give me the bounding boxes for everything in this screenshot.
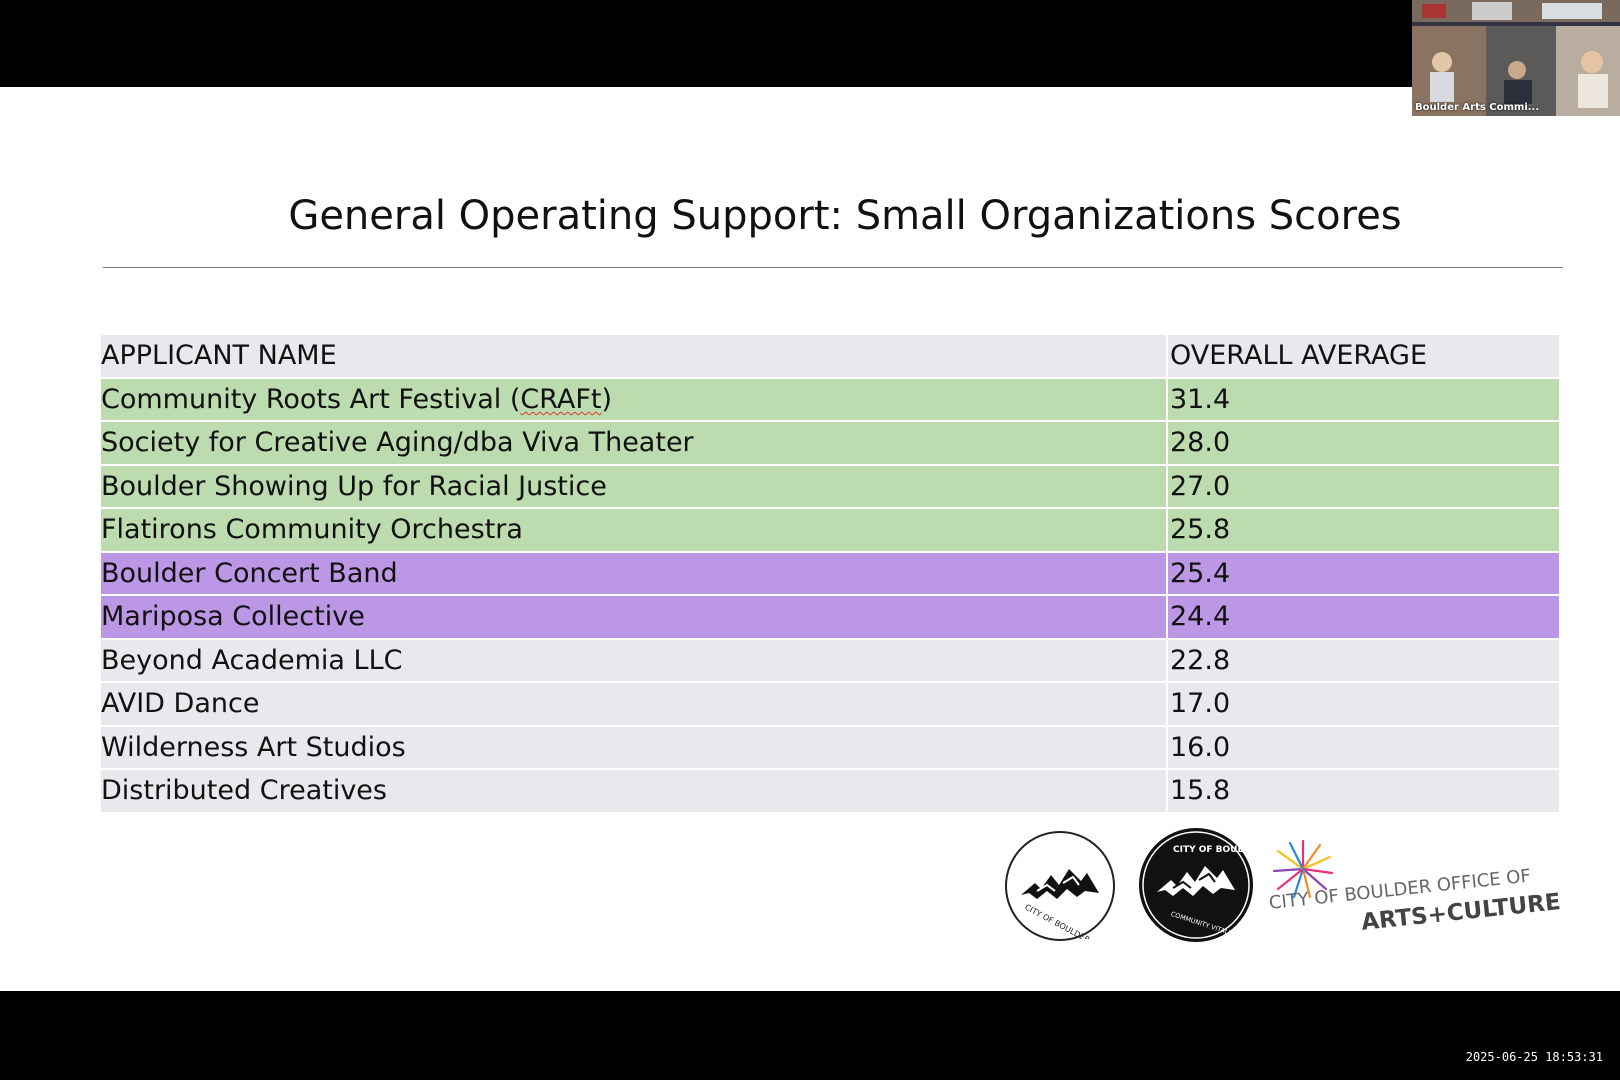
slide-title: General Operating Support: Small Organiz… bbox=[288, 193, 1402, 239]
applicant-name: Community Roots Art Festival (CRAFt) bbox=[101, 377, 1168, 422]
table-row: Community Roots Art Festival (CRAFt) 31.… bbox=[101, 377, 1559, 422]
presentation-slide: General Operating Support: Small Organiz… bbox=[0, 87, 1620, 991]
svg-text:CITY OF BOULDER: CITY OF BOULDER bbox=[1023, 903, 1092, 939]
participant-video-thumbnail[interactable]: Boulder Arts Commi... bbox=[1412, 0, 1620, 116]
overall-average: 22.8 bbox=[1167, 638, 1559, 683]
title-divider bbox=[103, 267, 1563, 268]
applicant-name: Distributed Creatives bbox=[101, 769, 1168, 814]
table-row: Distributed Creatives 15.8 bbox=[101, 769, 1559, 814]
recording-timestamp: 2025-06-25 18:53:31 bbox=[1465, 1050, 1603, 1064]
applicant-name-text: Community Roots Art Festival ( bbox=[101, 383, 521, 415]
overall-average: 24.4 bbox=[1167, 595, 1559, 640]
video-participant-label: Boulder Arts Commi... bbox=[1415, 102, 1540, 113]
header-overall-average: OVERALL AVERAGE bbox=[1167, 335, 1559, 379]
table-row: Mariposa Collective 24.4 bbox=[101, 595, 1559, 640]
applicant-name-suffix: ) bbox=[601, 383, 613, 415]
applicant-name: Mariposa Collective bbox=[101, 595, 1168, 640]
spellcheck-flagged-word: CRAFt bbox=[520, 383, 602, 415]
applicant-name: AVID Dance bbox=[101, 682, 1168, 727]
table-row: Beyond Academia LLC 22.8 bbox=[101, 638, 1559, 683]
table-row: Flatirons Community Orchestra 25.8 bbox=[101, 508, 1559, 553]
applicant-name: Wilderness Art Studios bbox=[101, 725, 1168, 770]
table-header-row: APPLICANT NAME OVERALL AVERAGE bbox=[101, 335, 1559, 379]
applicant-name: Beyond Academia LLC bbox=[101, 638, 1168, 683]
applicant-name: Society for Creative Aging/dba Viva Thea… bbox=[101, 421, 1168, 466]
mountain-icon: CITY OF BOULDER bbox=[1021, 869, 1099, 945]
header-applicant-name: APPLICANT NAME bbox=[101, 335, 1168, 379]
overall-average: 17.0 bbox=[1167, 682, 1559, 727]
table-row: Wilderness Art Studios 16.0 bbox=[101, 725, 1559, 770]
overall-average: 25.4 bbox=[1167, 551, 1559, 596]
overall-average: 15.8 bbox=[1167, 769, 1559, 814]
table-row: Boulder Concert Band 25.4 bbox=[101, 551, 1559, 596]
svg-text:CITY OF BOULDER: CITY OF BOULDER bbox=[1173, 845, 1253, 855]
table-row: Society for Creative Aging/dba Viva Thea… bbox=[101, 421, 1559, 466]
starburst-icon bbox=[1272, 839, 1334, 899]
overall-average: 28.0 bbox=[1167, 421, 1559, 466]
applicant-name: Boulder Showing Up for Racial Justice bbox=[101, 464, 1168, 509]
scores-table: APPLICANT NAME OVERALL AVERAGE Community… bbox=[101, 335, 1559, 814]
applicant-name: Boulder Concert Band bbox=[101, 551, 1168, 596]
table-row: AVID Dance 17.0 bbox=[101, 682, 1559, 727]
community-vitality-logo: CITY OF BOULDER COMMUNITY VITALITY bbox=[1139, 828, 1264, 942]
overall-average: 27.0 bbox=[1167, 464, 1559, 509]
mountain-icon: CITY OF BOULDER COMMUNITY VITALITY bbox=[1142, 831, 1264, 939]
applicant-name: Flatirons Community Orchestra bbox=[101, 508, 1168, 553]
arts-culture-logo: CITY OF BOULDER OFFICE OF ARTS+CULTURE bbox=[1268, 837, 1568, 937]
overall-average: 25.8 bbox=[1167, 508, 1559, 553]
city-of-boulder-logo: CITY OF BOULDER bbox=[1005, 831, 1115, 945]
overall-average: 31.4 bbox=[1167, 377, 1559, 422]
overall-average: 16.0 bbox=[1167, 725, 1559, 770]
participant-video-icon bbox=[1412, 0, 1620, 116]
table-row: Boulder Showing Up for Racial Justice 27… bbox=[101, 464, 1559, 509]
